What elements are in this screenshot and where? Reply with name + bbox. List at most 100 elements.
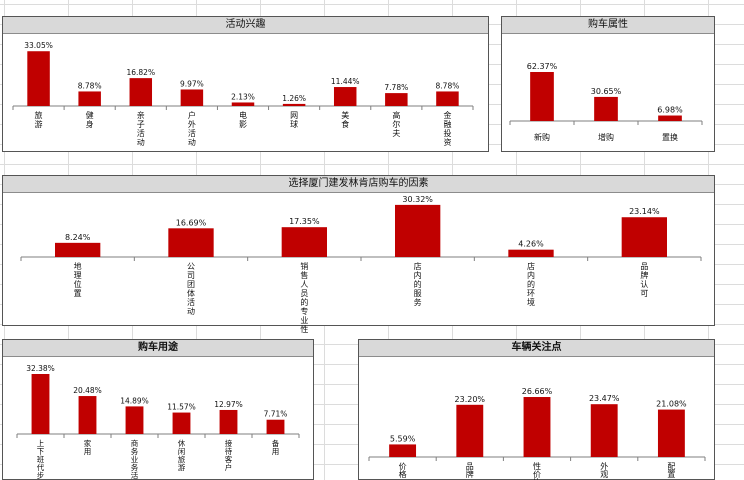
bar — [172, 412, 191, 434]
category-label: 休闲旅游 — [178, 438, 186, 472]
data-label: 26.66% — [522, 387, 553, 396]
category-label: 地理位置 — [74, 261, 82, 298]
panel-car-usage: 购车用途 32.38% 上下班代步 20.48% 家用 14.89% 商务业务活动 11.5… — [2, 339, 314, 480]
data-label: 2.13% — [231, 92, 255, 101]
data-label: 8.78% — [436, 81, 460, 90]
bar — [129, 78, 153, 106]
bar — [78, 396, 97, 434]
bar — [385, 93, 408, 106]
chart-store-factors: 8.24% 地理位置 16.69% 公司团体活动 17.35% 销售人员的专业性 30.32… — [20, 195, 702, 334]
bar — [231, 102, 255, 106]
category-label: 接待客户 — [225, 438, 233, 472]
bar — [590, 404, 618, 457]
category-label: 旅游 — [35, 110, 43, 129]
data-label: 4.26% — [518, 240, 544, 249]
category-label: 健身 — [86, 110, 94, 129]
bar — [282, 103, 306, 106]
data-label: 30.65% — [591, 87, 622, 96]
bar — [657, 409, 685, 457]
bar — [31, 374, 50, 434]
category-label: 销售人员的专业性 — [300, 261, 308, 334]
bar — [523, 397, 551, 457]
data-label: 6.98% — [657, 106, 683, 115]
bar — [333, 87, 357, 106]
data-label: 8.24% — [65, 233, 91, 242]
category-label: 增购 — [598, 132, 614, 142]
chart-title: 购车属性 — [502, 17, 714, 34]
data-label: 7.78% — [384, 83, 408, 92]
data-label: 30.32% — [402, 195, 433, 204]
data-label: 23.14% — [629, 207, 660, 216]
chart-interest: 33.05% 旅游 8.78% 健身 16.82% 亲子活动 9.97% 户外活动 2.13% 电… — [12, 41, 474, 147]
category-label: 金融投资 — [443, 110, 451, 147]
category-label: 美食 — [341, 110, 349, 129]
bar — [456, 404, 484, 457]
data-label: 11.44% — [331, 77, 360, 86]
category-label: 亲子活动 — [137, 110, 145, 147]
bar — [180, 89, 204, 106]
category-label: 店内的环境 — [527, 261, 535, 307]
category-label: 高尔夫 — [392, 110, 400, 138]
category-label: 户外活动 — [188, 110, 196, 147]
data-label: 11.57% — [167, 403, 196, 412]
bar — [266, 419, 285, 434]
panel-store-factors: 选择厦门建发林肯店购车的因素 8.24% 地理位置 16.69% 公司团体活动 17.3… — [2, 175, 715, 334]
chart-purchase-type: 62.37% 新购 30.65% 增购 6.98% 置换 — [509, 62, 703, 142]
category-label: 网球 — [290, 111, 298, 129]
category-label: 家用 — [84, 438, 92, 456]
category-label: 公司团体活动 — [187, 262, 195, 316]
data-label: 8.78% — [78, 81, 102, 90]
category-label: 置换 — [662, 132, 678, 142]
category-label: 配置 — [667, 462, 675, 479]
data-label: 5.59% — [390, 434, 416, 443]
category-label: 店内的服务 — [414, 261, 422, 307]
bar — [78, 91, 101, 106]
data-label: 21.08% — [656, 400, 687, 409]
data-label: 33.05% — [24, 41, 53, 50]
data-label: 16.82% — [126, 68, 155, 77]
bar — [125, 406, 144, 434]
category-label: 新购 — [534, 132, 550, 142]
category-label: 备用 — [272, 438, 280, 456]
chart-car-usage: 32.38% 上下班代步 20.48% 家用 14.89% 商务业务活动 11.57% 休闲旅… — [16, 364, 300, 480]
category-label: 商务业务活动 — [131, 438, 139, 480]
bar — [168, 228, 214, 257]
category-label: 电影 — [239, 110, 247, 129]
category-label: 性价比 — [533, 461, 541, 480]
category-label: 价格 — [399, 462, 407, 479]
bar — [436, 91, 459, 106]
bar — [395, 204, 441, 257]
chart-title: 车辆关注点 — [359, 340, 714, 357]
bar — [281, 227, 327, 257]
data-label: 32.38% — [26, 364, 55, 373]
bar — [508, 249, 554, 257]
chart-title: 购车用途 — [3, 340, 313, 357]
bar — [594, 96, 618, 121]
data-label: 1.26% — [282, 94, 306, 103]
bar — [530, 71, 554, 121]
data-label: 23.20% — [455, 395, 486, 404]
data-label: 9.97% — [180, 79, 204, 88]
chart-title: 选择厦门建发林肯店购车的因素 — [3, 176, 714, 193]
bar — [389, 444, 417, 457]
bar — [27, 51, 50, 106]
category-label: 品牌 — [466, 462, 474, 479]
category-label: 外观 — [600, 461, 608, 479]
data-label: 23.47% — [589, 394, 620, 403]
bar — [621, 217, 667, 257]
chart-title: 活动兴趣 — [3, 17, 488, 34]
panel-vehicle-focus: 车辆关注点 5.59% 价格 23.20% 品牌 26.66% 性价比 23.47% 外观 21… — [358, 339, 715, 480]
data-label: 17.35% — [289, 217, 320, 226]
bar — [219, 409, 238, 434]
panel-purchase-type: 购车属性 62.37% 新购 30.65% 增购 6.98% 置换 — [501, 16, 715, 152]
data-label: 14.89% — [120, 396, 149, 405]
chart-vehicle-focus: 5.59% 价格 23.20% 品牌 26.66% 性价比 23.47% 外观 21.08% 配置 — [368, 387, 706, 480]
panel-interest: 活动兴趣 33.05% 旅游 8.78% 健身 16.82% 亲子活动 9.97% 户外活动 2… — [2, 16, 489, 152]
data-label: 16.69% — [176, 218, 207, 227]
data-label: 20.48% — [73, 386, 102, 395]
data-label: 62.37% — [527, 62, 558, 71]
category-label: 上下班代步 — [37, 439, 45, 480]
data-label: 7.71% — [264, 410, 288, 419]
bar — [658, 115, 682, 121]
category-label: 品牌认可 — [640, 262, 648, 298]
